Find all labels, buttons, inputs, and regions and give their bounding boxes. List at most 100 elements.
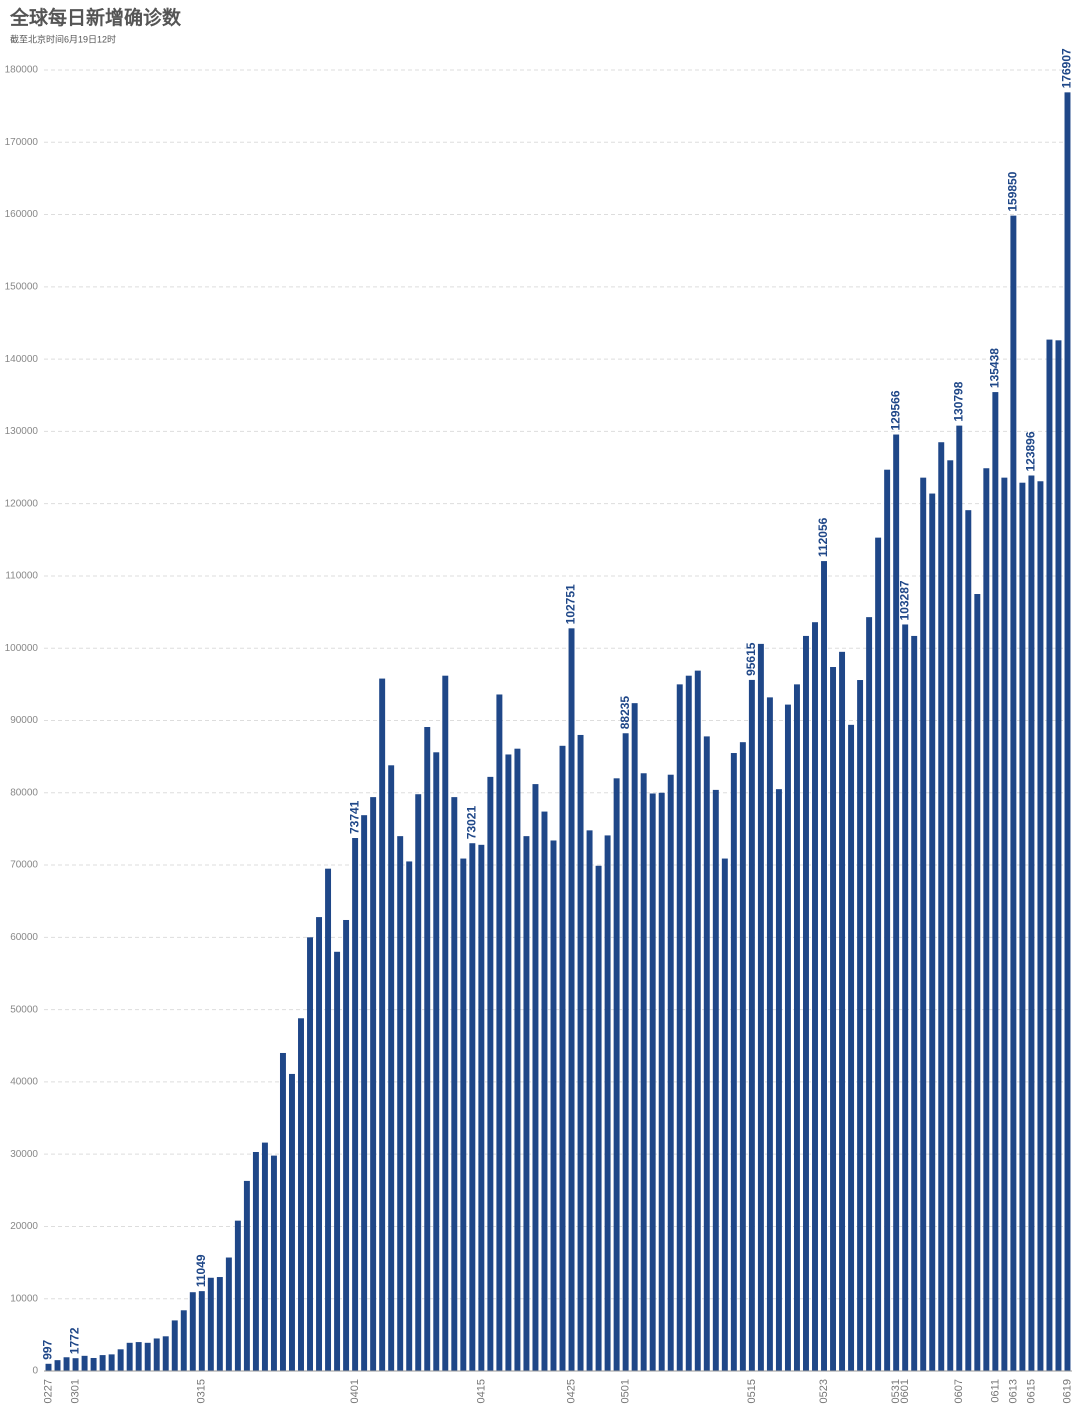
- y-tick-label: 180000: [5, 65, 39, 76]
- y-tick-label: 170000: [5, 137, 39, 148]
- x-tick-label: 0601: [899, 1379, 911, 1403]
- bar: [433, 752, 440, 1371]
- value-label: 1772: [68, 1327, 82, 1354]
- bar: [216, 1277, 223, 1371]
- y-tick-label: 110000: [5, 571, 38, 582]
- bar: [108, 1354, 115, 1371]
- y-tick-label: 20000: [10, 1221, 38, 1232]
- bar: [225, 1257, 232, 1371]
- bar: [198, 1291, 205, 1371]
- x-tick-label: 0607: [953, 1379, 965, 1403]
- bar: [757, 643, 764, 1371]
- value-label: 11049: [194, 1254, 208, 1287]
- y-tick-label: 60000: [10, 932, 38, 943]
- y-tick-label: 100000: [5, 643, 39, 654]
- value-label: 112056: [816, 517, 830, 557]
- bar: [613, 778, 620, 1371]
- bar: [667, 774, 674, 1371]
- bar: [279, 1052, 286, 1371]
- bar: [685, 675, 692, 1371]
- bar: [1010, 215, 1017, 1371]
- bar: [307, 937, 313, 1371]
- bar: [694, 670, 701, 1371]
- value-label: 176907: [1060, 48, 1074, 88]
- value-label: 123896: [1024, 431, 1038, 471]
- bar: [496, 694, 503, 1371]
- value-label: 102751: [564, 584, 578, 624]
- value-label: 135438: [988, 348, 1002, 388]
- bar: [63, 1357, 70, 1371]
- bar: [162, 1336, 169, 1371]
- bar: [1001, 477, 1008, 1371]
- bar: [947, 460, 954, 1371]
- y-tick-label: 40000: [10, 1077, 38, 1088]
- bar: [830, 667, 837, 1371]
- bar: [298, 1018, 304, 1371]
- bar: [523, 836, 530, 1371]
- bar: [54, 1360, 61, 1371]
- bar: [721, 858, 728, 1371]
- bar: [703, 736, 710, 1371]
- bar: [505, 754, 512, 1371]
- chart-subtitle: 截至北京时间6月19日12时: [10, 33, 116, 44]
- bar: [992, 392, 999, 1371]
- bar: [766, 697, 773, 1371]
- chart-title: 全球每日新增确诊数: [9, 6, 182, 29]
- bar: [478, 844, 485, 1371]
- bar: [938, 442, 945, 1371]
- bar: [460, 858, 467, 1371]
- bar: [352, 838, 359, 1371]
- bar: [568, 628, 575, 1371]
- x-tick-label: 0619: [1061, 1379, 1073, 1403]
- value-label: 159850: [1006, 171, 1020, 211]
- y-tick-label: 0: [32, 1366, 38, 1377]
- bar: [180, 1310, 187, 1371]
- bar: [803, 635, 809, 1371]
- bar: [243, 1180, 250, 1371]
- bar: [406, 861, 413, 1371]
- bar: [577, 734, 584, 1371]
- bar: [379, 678, 386, 1371]
- bar: [875, 537, 882, 1371]
- x-tick-label: 0531: [890, 1379, 902, 1403]
- bar: [839, 651, 846, 1371]
- bar: [144, 1342, 151, 1371]
- bar: [388, 765, 395, 1371]
- bar: [793, 684, 800, 1371]
- value-label: 73021: [465, 806, 479, 840]
- bar: [261, 1142, 268, 1371]
- bar: [343, 919, 350, 1371]
- bar: [415, 794, 422, 1371]
- bar: [974, 594, 981, 1371]
- bar: [207, 1277, 214, 1371]
- bar: [289, 1073, 295, 1371]
- x-tick-label: 0401: [349, 1379, 361, 1403]
- bar: [920, 477, 927, 1371]
- bar: [514, 748, 521, 1371]
- bar: [126, 1342, 133, 1371]
- bar: [1055, 340, 1062, 1372]
- bar: [730, 753, 737, 1371]
- bar: [748, 679, 755, 1371]
- bar: [956, 425, 963, 1372]
- y-tick-label: 10000: [10, 1293, 38, 1304]
- bar: [550, 840, 557, 1371]
- bar: [252, 1151, 259, 1371]
- bar: [983, 468, 990, 1371]
- bar: [884, 469, 891, 1371]
- x-tick-label: 0315: [196, 1379, 208, 1403]
- bar: [965, 510, 972, 1372]
- y-tick-label: 160000: [5, 209, 39, 220]
- value-label: 103287: [897, 580, 911, 620]
- bar: [631, 703, 638, 1371]
- bar: [81, 1355, 88, 1371]
- bar: [911, 635, 918, 1371]
- y-tick-label: 150000: [5, 281, 39, 292]
- bar: [469, 843, 476, 1371]
- x-tick-label: 0227: [42, 1379, 54, 1403]
- bar: [866, 617, 873, 1371]
- bar: [153, 1338, 160, 1371]
- bar: [1028, 475, 1035, 1372]
- bar: [739, 742, 746, 1371]
